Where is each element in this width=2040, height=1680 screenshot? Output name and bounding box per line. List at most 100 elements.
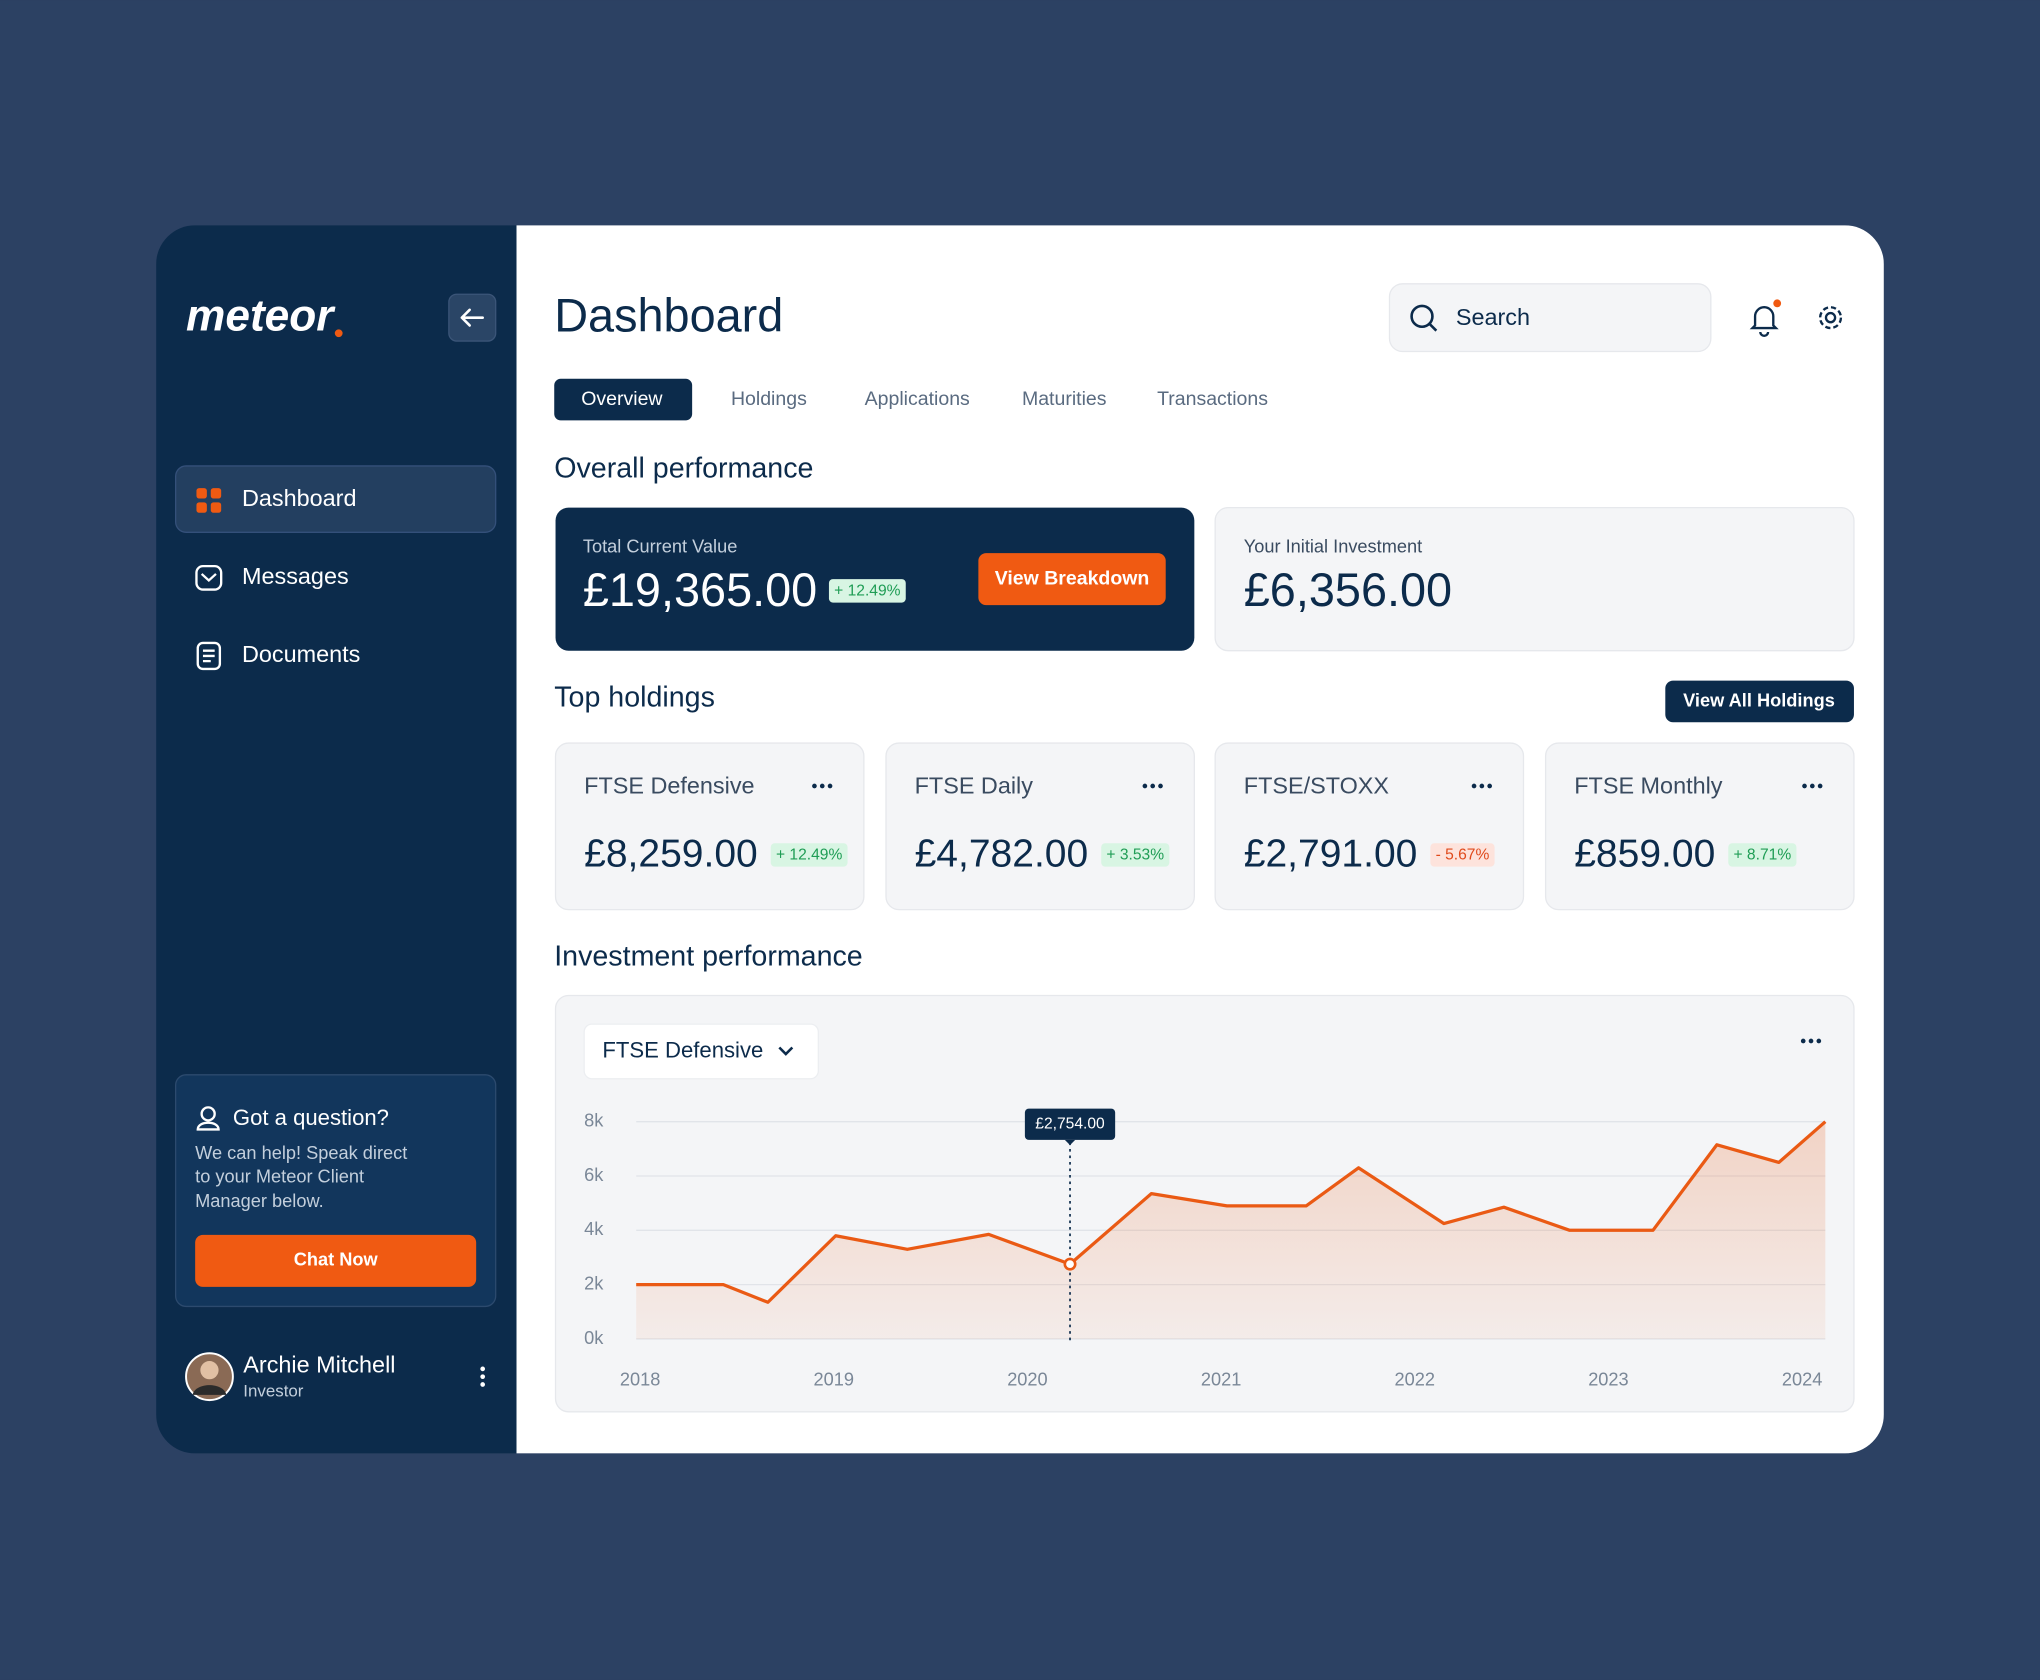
holding-name: FTSE Monthly: [1574, 772, 1723, 798]
holding-value: £4,782.00: [915, 833, 1089, 876]
settings-icon[interactable]: [1818, 306, 1843, 330]
holding-menu-dot[interactable]: [1150, 783, 1156, 789]
change-label: + 8.71%: [1733, 847, 1791, 864]
holding-menu-dot[interactable]: [819, 783, 825, 789]
tab[interactable]: Overview: [581, 388, 663, 410]
holding-menu-dot[interactable]: [1802, 783, 1807, 789]
dashboard-icon: [196, 488, 222, 513]
nav-active[interactable]: [174, 465, 497, 533]
holding-card: [1214, 742, 1525, 911]
dropdown-chevron: [778, 1046, 794, 1056]
breakdown-button-label: View Breakdown: [995, 567, 1150, 589]
area: [636, 1121, 1826, 1339]
user-menu[interactable]: [480, 1366, 486, 1387]
page-title: Dashboard: [554, 289, 783, 341]
holdings-list: FTSE Defensive £8,259.00 + 12.49% FTSE Dail…: [554, 742, 1855, 911]
initial-investment-card: [1214, 506, 1855, 652]
notification-dot: [1773, 299, 1782, 308]
tooltip-pointer: [1064, 1139, 1076, 1146]
x-tick-label: 2024: [1782, 1369, 1823, 1389]
card-value: £19,365.00: [583, 564, 817, 616]
chart: 0k 2k 4k 6k 8k 2018 2019 2020 2021 2022 2023 2024 £2…: [584, 1108, 1827, 1389]
holding-menu-dot[interactable]: [1142, 783, 1148, 789]
holding-menu-dot[interactable]: [812, 783, 817, 789]
change-badge: [1728, 843, 1797, 867]
documents-icon: [196, 641, 222, 671]
change-label: + 3.53%: [1106, 847, 1164, 864]
holding-menu-dot[interactable]: [827, 783, 833, 789]
holding-value: £2,791.00: [1244, 833, 1418, 876]
tab[interactable]: Maturities: [1022, 388, 1107, 410]
section-title: Overall performance: [554, 452, 813, 484]
holding-menu-dot[interactable]: [1471, 783, 1477, 789]
card-value: £6,356.00: [1244, 564, 1452, 616]
x-tick-label: 2021: [1201, 1369, 1242, 1389]
nav-item[interactable]: Messages: [242, 563, 349, 589]
user-icon: [196, 1106, 220, 1131]
holding-card: [554, 742, 865, 911]
holding-card: [1544, 742, 1855, 911]
holding-menu-dot[interactable]: [1809, 783, 1815, 789]
holding-menu-dot[interactable]: [1479, 783, 1485, 789]
change-badge: [828, 579, 906, 603]
change-label: - 5.67%: [1436, 847, 1490, 864]
holding-name: FTSE Daily: [915, 772, 1034, 798]
nav-item[interactable]: Documents: [242, 641, 360, 667]
y-tick-label: 4k: [584, 1219, 604, 1239]
search-box[interactable]: [1388, 283, 1712, 353]
tab[interactable]: Applications: [865, 388, 970, 410]
holding-value: £859.00: [1574, 833, 1715, 876]
breakdown-button[interactable]: [978, 553, 1166, 606]
x-tick-label: 2018: [620, 1369, 661, 1389]
avatar-face: [200, 1361, 219, 1380]
tab[interactable]: Holdings: [731, 388, 807, 410]
chart-menu[interactable]: [1800, 1038, 1822, 1044]
y-tick-label: 6k: [584, 1165, 604, 1185]
avatar-body: [192, 1385, 227, 1395]
card-label: Total Current Value: [583, 537, 737, 557]
y-tick-label: 2k: [584, 1273, 604, 1293]
y-tick-label: 8k: [584, 1110, 604, 1130]
card-label: Your Initial Investment: [1244, 537, 1422, 557]
tooltip: [1024, 1108, 1116, 1140]
logo: meteor: [186, 292, 336, 341]
messages-icon: [195, 564, 223, 591]
user-name: Archie Mitchell: [243, 1351, 395, 1377]
search-icon: [1410, 304, 1438, 332]
chat-button-label: Chat Now: [294, 1250, 379, 1270]
holding-value: £8,259.00: [584, 833, 758, 876]
search-placeholder: Search: [1456, 304, 1530, 330]
dropdown[interactable]: [583, 1023, 819, 1080]
section-title: Top holdings: [554, 681, 715, 713]
bell-icon[interactable]: [1749, 306, 1779, 338]
chat-button[interactable]: [195, 1234, 477, 1287]
help-text: to your Meteor Client: [195, 1166, 364, 1186]
line: [636, 1120, 1827, 1304]
change-label: + 12.49%: [834, 583, 901, 600]
view-holdings-button[interactable]: [1665, 680, 1854, 723]
help-text: We can help! Speak direct: [195, 1143, 407, 1163]
x-tick-label: 2022: [1395, 1369, 1436, 1389]
change-badge: [1101, 843, 1170, 867]
change-badge: [770, 843, 848, 867]
holding-menu-dot[interactable]: [1817, 783, 1823, 789]
holding-menu-dot[interactable]: [1487, 783, 1493, 789]
x-tick-label: 2019: [814, 1369, 855, 1389]
nav-item[interactable]: Dashboard: [242, 485, 357, 511]
change-label: + 12.49%: [776, 847, 843, 864]
tab[interactable]: Transactions: [1157, 388, 1268, 410]
current-value-card: [555, 507, 1195, 651]
help-title: Got a question?: [233, 1105, 389, 1130]
section-title: Investment performance: [554, 940, 863, 972]
holding-card: [885, 742, 1195, 911]
tab-active[interactable]: [554, 378, 693, 421]
view-holdings-label: View All Holdings: [1683, 690, 1835, 710]
collapse-icon: [460, 308, 484, 327]
logo-dot: [334, 329, 343, 338]
holding-name: FTSE Defensive: [584, 772, 754, 798]
y-tick-label: 0k: [584, 1328, 604, 1348]
holding-menu-dot[interactable]: [1158, 783, 1163, 789]
help-text: Manager below.: [195, 1191, 324, 1211]
